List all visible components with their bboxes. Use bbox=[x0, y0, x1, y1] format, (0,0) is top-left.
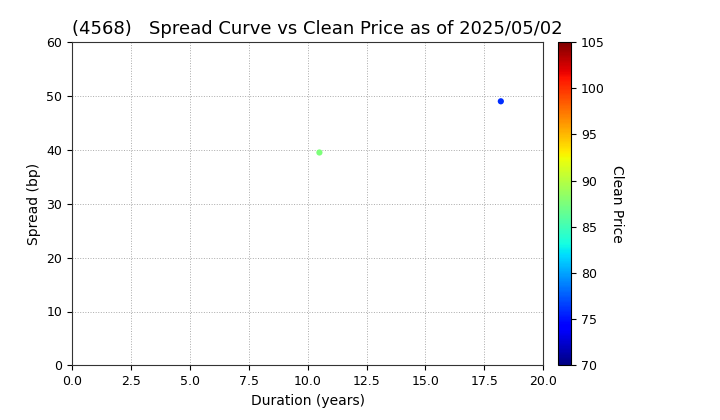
Y-axis label: Spread (bp): Spread (bp) bbox=[27, 163, 41, 245]
Y-axis label: Clean Price: Clean Price bbox=[611, 165, 624, 243]
Point bbox=[495, 98, 507, 105]
X-axis label: Duration (years): Duration (years) bbox=[251, 394, 364, 408]
Text: (4568)   Spread Curve vs Clean Price as of 2025/05/02: (4568) Spread Curve vs Clean Price as of… bbox=[72, 20, 562, 38]
Point bbox=[314, 149, 325, 156]
